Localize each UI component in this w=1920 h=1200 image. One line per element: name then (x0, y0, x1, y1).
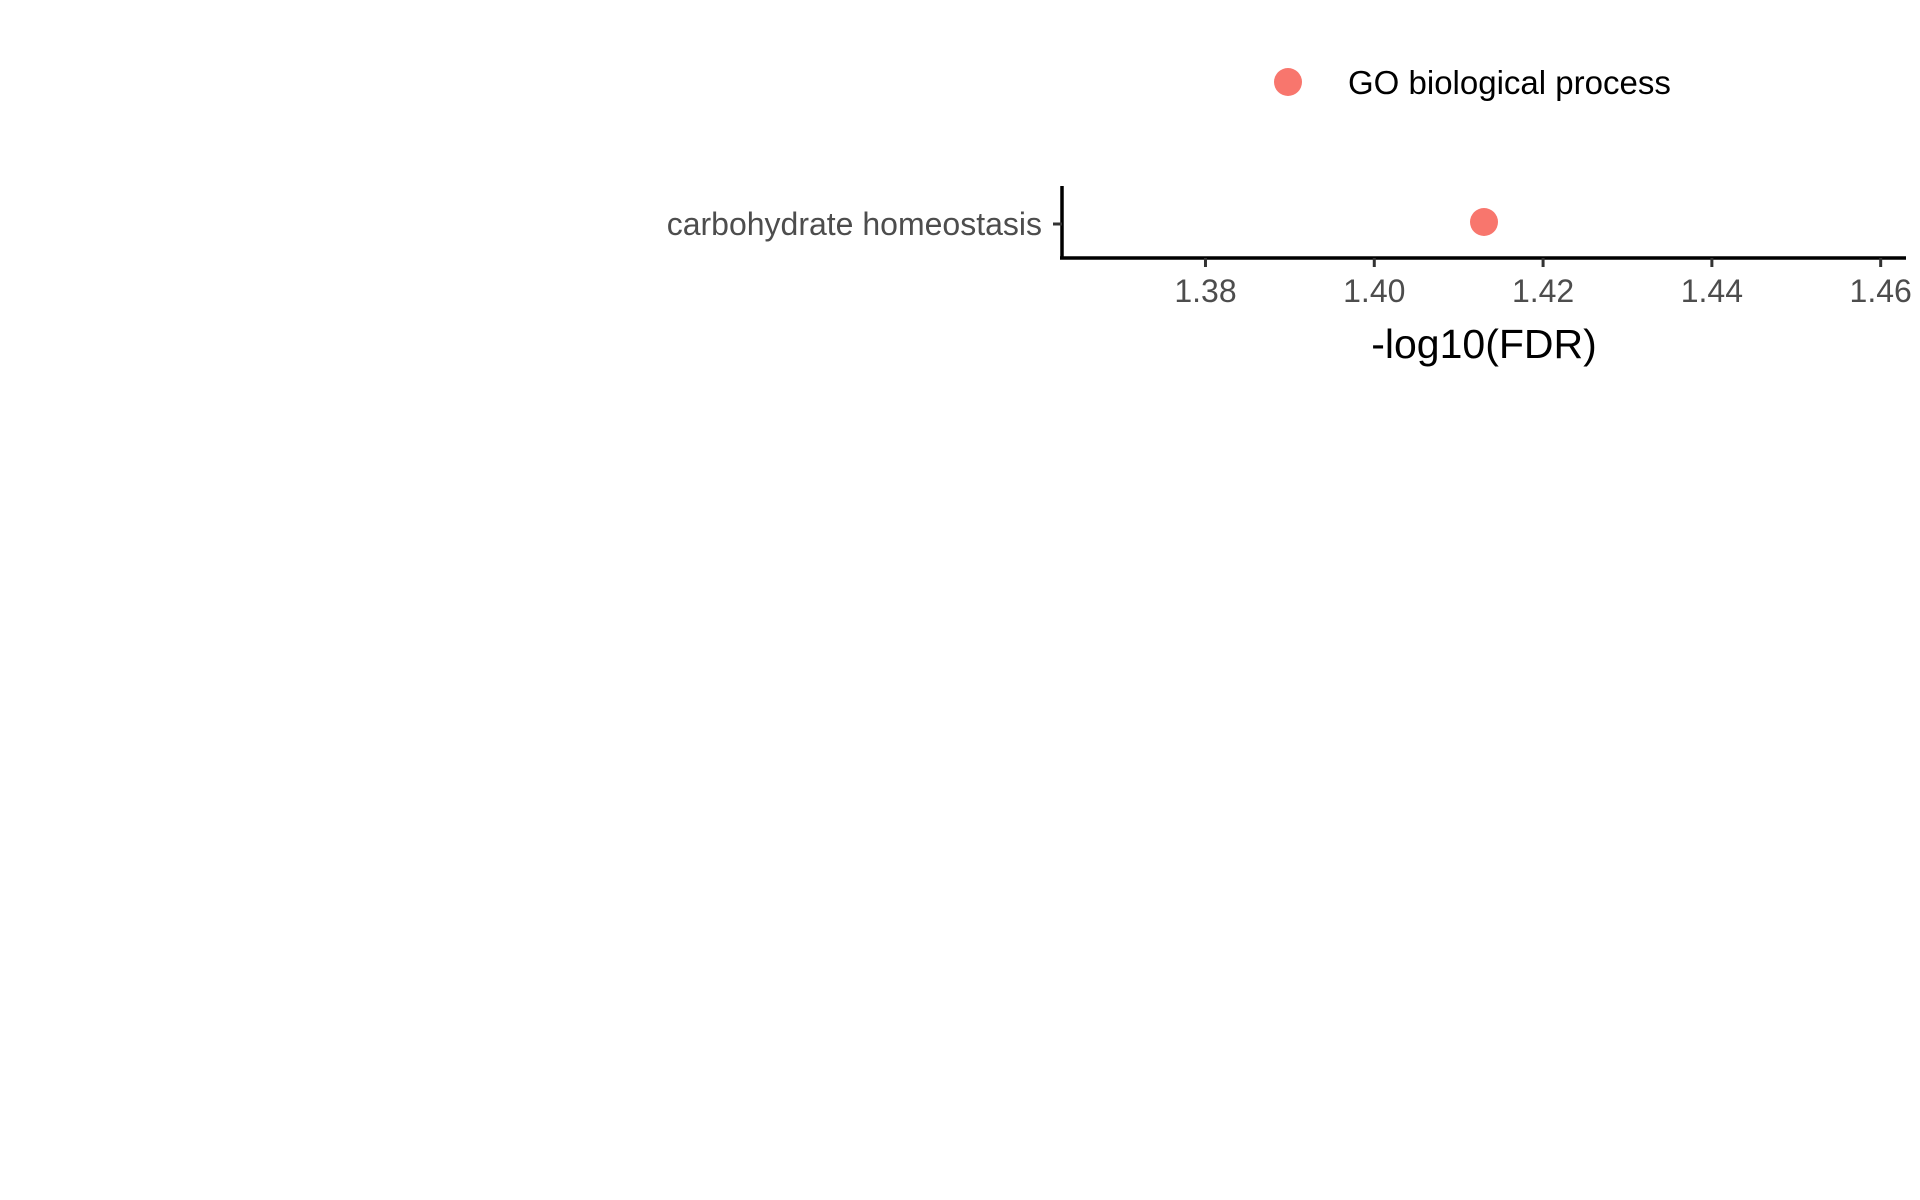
x-axis: 1.38 1.40 1.42 1.44 1.46 -log10(FDR) (1060, 256, 1912, 367)
legend: GO biological process (1274, 64, 1671, 101)
x-axis-title: -log10(FDR) (1371, 321, 1597, 367)
legend-label: GO biological process (1348, 64, 1671, 101)
y-category-label: carbohydrate homeostasis (667, 206, 1042, 242)
legend-key-go-biological-process (1274, 68, 1302, 96)
x-tick-label: 1.44 (1681, 273, 1743, 309)
x-tick-label: 1.40 (1343, 273, 1405, 309)
x-axis-ticks: 1.38 1.40 1.42 1.44 1.46 (1174, 258, 1912, 309)
x-tick-label: 1.38 (1174, 273, 1236, 309)
data-point (1470, 208, 1498, 236)
data-points (1470, 208, 1498, 236)
y-axis-ticks: carbohydrate homeostasis (667, 206, 1062, 242)
y-axis: carbohydrate homeostasis (667, 186, 1064, 258)
x-tick-label: 1.46 (1850, 273, 1912, 309)
x-tick-label: 1.42 (1512, 273, 1574, 309)
